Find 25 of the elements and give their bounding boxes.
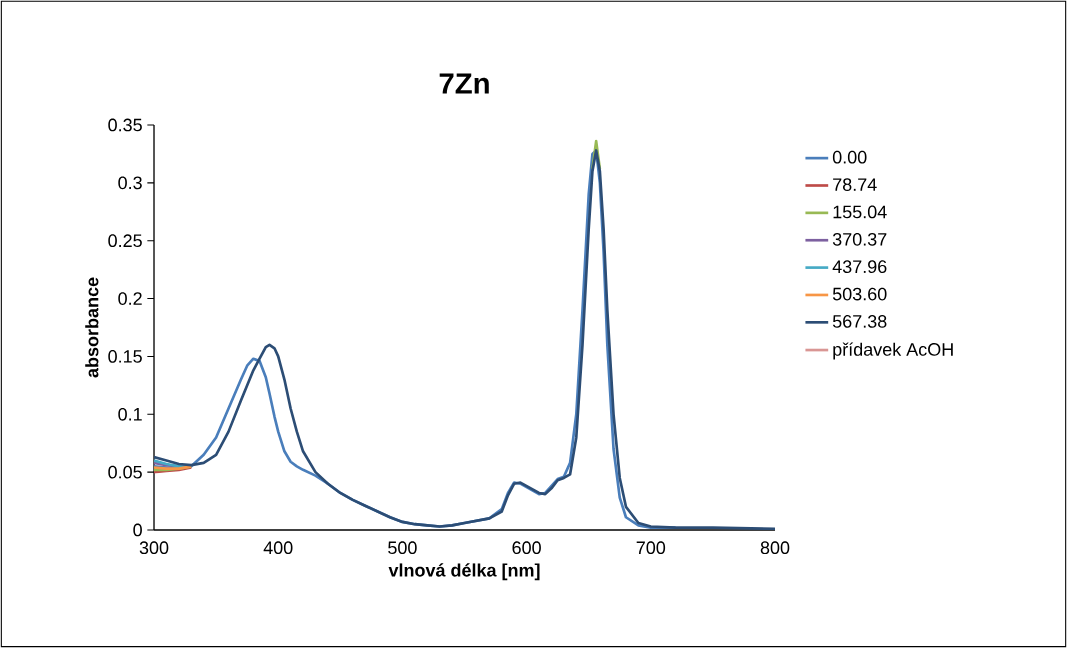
y-tick-label: 0.3 xyxy=(118,176,142,190)
legend-label: 567.38 xyxy=(832,315,887,328)
y-tick-label: 0.15 xyxy=(108,350,142,363)
legend-label: 0.00 xyxy=(832,150,867,164)
y-tick-label: 0.25 xyxy=(108,234,142,248)
y-tick-label: 0.1 xyxy=(118,407,142,421)
legend-label: 155.04 xyxy=(833,205,887,219)
legend-label: 370.37 xyxy=(832,232,887,246)
legend-label: 437.96 xyxy=(832,260,887,274)
y-tick-label: 0.2 xyxy=(118,292,142,305)
x-tick-label: 600 xyxy=(512,541,541,555)
x-tick-label: 400 xyxy=(263,541,293,555)
x-tick-label: 700 xyxy=(636,541,666,555)
x-tick-label: 300 xyxy=(139,541,169,555)
y-tick-label: 0.05 xyxy=(108,465,142,479)
y-tick-label: 0.35 xyxy=(108,118,142,132)
legend-label: 503.60 xyxy=(832,287,887,301)
y-axis-title: absorbance xyxy=(85,277,99,378)
legend-label: přídavek AcOH xyxy=(833,342,953,360)
y-tick-label: 0 xyxy=(133,523,142,537)
x-axis-title: vlnová délka [nm] xyxy=(388,563,540,581)
chart-title: 7Zn xyxy=(439,73,489,94)
x-tick-label: 800 xyxy=(760,541,790,555)
legend-label: 78.74 xyxy=(833,178,877,191)
x-tick-label: 500 xyxy=(388,541,417,555)
